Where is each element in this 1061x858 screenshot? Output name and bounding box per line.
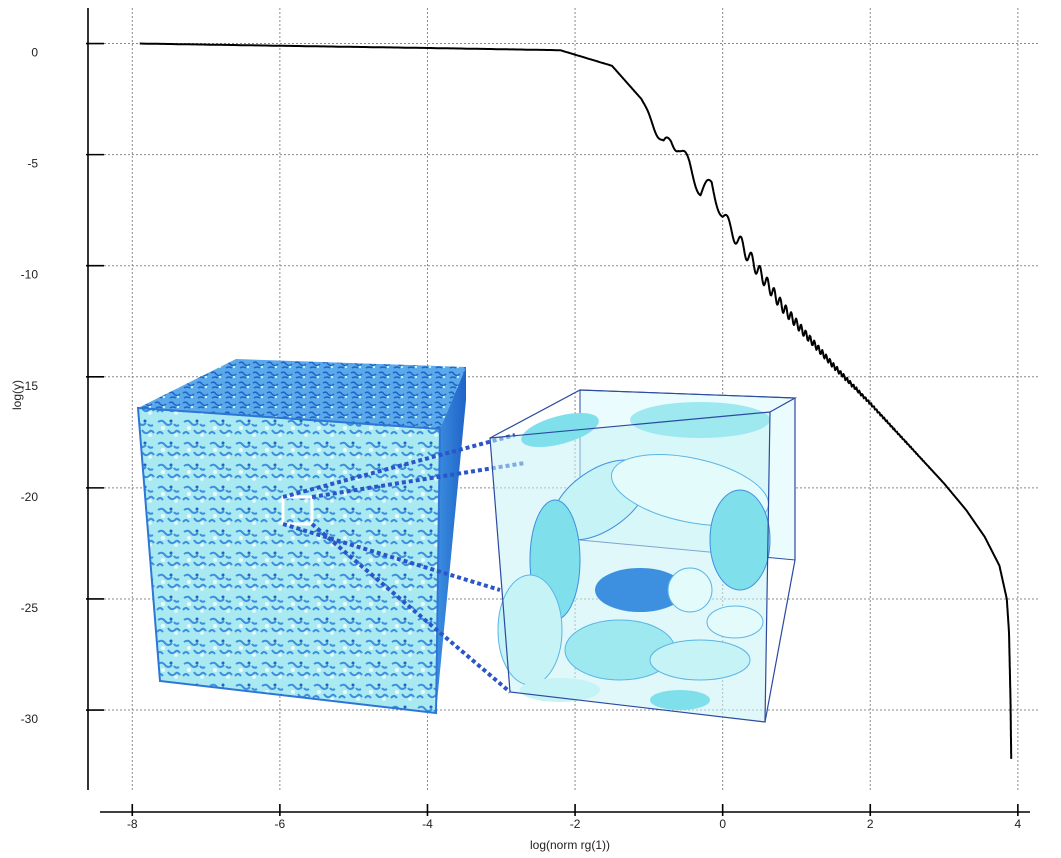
x-tick-label: 4 bbox=[1015, 817, 1022, 831]
series-layer bbox=[139, 42, 1013, 759]
x-tick-label: -6 bbox=[275, 817, 286, 831]
inset-illustration bbox=[136, 359, 798, 723]
ellipsoid-inclusions bbox=[497, 402, 771, 710]
y-tick-label: -5 bbox=[27, 157, 38, 171]
large-porous-cube bbox=[136, 359, 466, 715]
x-tick-label: 2 bbox=[867, 817, 874, 831]
y-tick-label: -15 bbox=[21, 379, 39, 393]
connector-line bbox=[310, 522, 512, 694]
connector-line bbox=[282, 522, 501, 592]
zoom-connectors bbox=[282, 433, 526, 694]
x-tick-label: 0 bbox=[719, 817, 726, 831]
x-tick-label: -8 bbox=[127, 817, 138, 831]
zoom-region-marker bbox=[281, 495, 314, 526]
y-axis-label: log(y) bbox=[10, 380, 24, 410]
large-cube-front-face bbox=[138, 408, 440, 713]
y-tick-label: -20 bbox=[21, 490, 39, 504]
zoomed-ellipsoid-cube bbox=[489, 389, 798, 723]
x-tick-label: -4 bbox=[422, 817, 433, 831]
x-tick-label: -2 bbox=[570, 817, 581, 831]
y-tick-label: -10 bbox=[21, 268, 39, 282]
grid-lines bbox=[88, 8, 1040, 790]
large-cube-side-face bbox=[436, 367, 466, 713]
connector-line bbox=[311, 461, 526, 499]
axes: 0-5-10-15-20-25-30-8 -6 -4 -2 0 2 4 bbox=[21, 8, 1030, 831]
y-tick-label: 0 bbox=[31, 46, 38, 60]
zoomed-cube-wireframe bbox=[489, 389, 798, 723]
y-tick-label: -25 bbox=[21, 601, 39, 615]
connector-line bbox=[282, 433, 516, 499]
y-tick-label: -30 bbox=[21, 712, 39, 726]
x-axis-label: log(norm rg(1)) bbox=[530, 838, 610, 852]
series-line bbox=[139, 42, 1013, 759]
large-cube-top-face bbox=[138, 359, 466, 429]
